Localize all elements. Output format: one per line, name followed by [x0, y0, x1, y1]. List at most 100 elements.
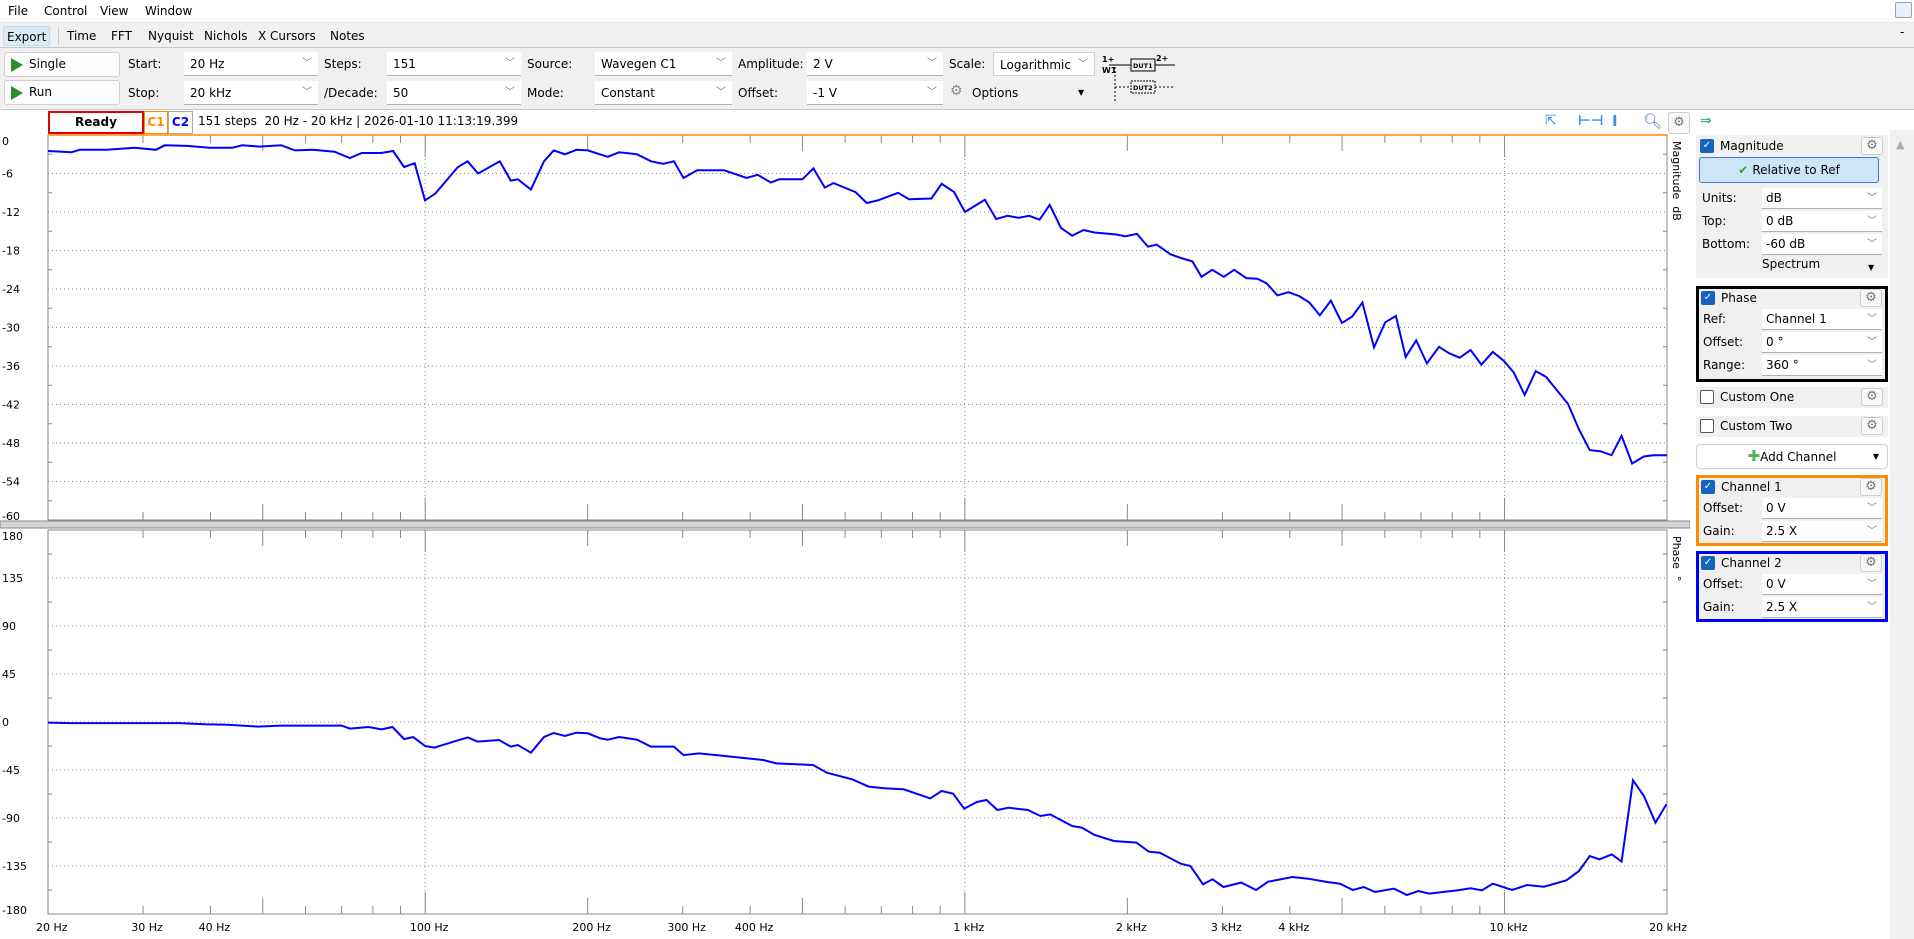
ref-label: Ref:	[1703, 312, 1727, 326]
channel1-toggle[interactable]: C1	[144, 111, 168, 134]
tab-fft[interactable]: FFT	[111, 29, 132, 43]
restore-window-icon[interactable]	[1895, 2, 1912, 18]
x-tick-label: 300 Hz	[667, 921, 706, 934]
zoom-icon[interactable]: 🔍︎	[1643, 112, 1663, 130]
gear-icon[interactable]: ⚙	[1861, 417, 1883, 435]
ref-dropdown[interactable]: Channel 1 ﹀	[1762, 309, 1882, 330]
channel2-gain-dropdown[interactable]: 2.5 X ﹀	[1762, 597, 1882, 618]
menu-control[interactable]: Control	[44, 4, 88, 18]
channel-panel: ⇒ ✓ Magnitude ⚙ ✔ Relative to Ref Units:…	[1690, 110, 1890, 939]
channel2-offset-dropdown[interactable]: 0 V ﹀	[1762, 574, 1882, 595]
bode-plot-area[interactable]: 0 -6 -12 -18 -24 -30 -36 -42 -48 -54 -60 Magnitude …	[0, 130, 1690, 939]
custom-one-checkbox[interactable]	[1700, 390, 1714, 404]
tab-nichols[interactable]: Nichols	[204, 29, 248, 43]
phase-y-tick-label: -135	[2, 860, 27, 873]
x-tick-label: 2 kHz	[1116, 921, 1147, 934]
plus-icon: ✚	[1747, 447, 1761, 465]
gear-icon[interactable]: ⚙	[1860, 554, 1882, 572]
phase-offset-dropdown[interactable]: 0 ° ﹀	[1762, 332, 1882, 353]
bottom-dropdown[interactable]: -60 dB ﹀	[1762, 234, 1882, 255]
stop-label: Stop:	[128, 86, 160, 100]
magnitude-trace	[47, 144, 1667, 465]
tab-notes[interactable]: Notes	[330, 29, 365, 43]
top-dropdown[interactable]: 0 dB ﹀	[1762, 211, 1882, 232]
channel2-section: ✓ Channel 2 ⚙ Offset: 0 V ﹀ Gain: 2.5 X ﹀	[1696, 551, 1888, 622]
channel1-offset-value: 0 V	[1766, 501, 1786, 515]
magnitude-y-tick-label: -30	[2, 322, 20, 335]
status-bar: Ready C1 C2 151 steps 20 Hz - 20 kHz | 2…	[0, 110, 1690, 135]
gear-icon[interactable]: ⚙	[950, 83, 963, 99]
menu-file[interactable]: File	[8, 4, 29, 18]
start-dropdown[interactable]: 20 Hz ﹀	[184, 52, 318, 76]
phase-y-tick-label: -45	[2, 764, 20, 777]
tab-x-cursors[interactable]: X Cursors	[258, 29, 316, 43]
phase-y-tick-label: 135	[2, 572, 23, 585]
plot-splitter	[0, 520, 1690, 529]
gear-icon[interactable]: ⚙	[1860, 478, 1882, 496]
single-button[interactable]: Single	[4, 52, 120, 77]
tab-time[interactable]: Time	[67, 29, 97, 43]
steps-dropdown[interactable]: 151 ﹀	[387, 52, 521, 76]
channel1-gain-value: 2.5 X	[1766, 524, 1798, 538]
range-dropdown[interactable]: 360 ° ﹀	[1762, 355, 1882, 376]
options-button[interactable]: Options	[972, 86, 1019, 100]
gear-icon[interactable]: ⚙	[1861, 137, 1883, 155]
dropdown-arrow-icon[interactable]: ▼	[1868, 263, 1875, 272]
start-label: Start:	[128, 57, 162, 71]
panel-scrollbar[interactable]: ▲	[1890, 130, 1914, 939]
scroll-up-icon[interactable]: ▲	[1896, 138, 1905, 151]
mode-label: Mode:	[527, 86, 564, 100]
bottom-label: Bottom:	[1702, 237, 1751, 251]
units-dropdown[interactable]: dB ﹀	[1762, 188, 1882, 209]
magnitude-label: Magnitude	[1720, 139, 1784, 153]
channel2-checkbox[interactable]: ✓	[1701, 556, 1715, 570]
scale-label: Scale:	[949, 57, 986, 71]
scale-dropdown[interactable]: Logarithmic ﹀	[993, 52, 1095, 76]
dropdown-arrow-icon[interactable]: ▼	[1078, 88, 1085, 97]
stop-value: 20 kHz	[190, 86, 232, 100]
chevron-down-icon: ﹀	[505, 87, 515, 98]
channel1-gain-label: Gain:	[1703, 524, 1735, 538]
phase-checkbox[interactable]: ✓	[1701, 291, 1715, 305]
spectrum-button[interactable]: Spectrum	[1762, 257, 1821, 271]
run-button[interactable]: Run	[4, 80, 120, 105]
x-tick-label: 10 kHz	[1490, 921, 1528, 934]
collapse-button[interactable]: -	[1900, 25, 1905, 39]
magnitude-y-tick-label: -24	[2, 283, 20, 296]
gear-icon[interactable]: ⚙	[1860, 289, 1882, 307]
source-dropdown[interactable]: Wavegen C1 ﹀	[595, 52, 732, 76]
channel2-offset-label: Offset:	[1703, 577, 1744, 591]
channel1-checkbox[interactable]: ✓	[1701, 480, 1715, 494]
source-value: Wavegen C1	[601, 57, 677, 71]
amplitude-dropdown[interactable]: 2 V ﹀	[807, 52, 943, 76]
status-badge: Ready	[48, 111, 144, 134]
arrow-right-icon[interactable]: ⇒	[1700, 113, 1712, 129]
tab-export[interactable]: Export	[3, 26, 51, 46]
chevron-down-icon: ﹀	[302, 58, 312, 69]
offset-dropdown[interactable]: -1 V ﹀	[807, 81, 943, 105]
plot-settings-gear-icon[interactable]: ⚙	[1668, 112, 1690, 134]
cursor-tool-icon[interactable]: ⇱	[1545, 113, 1557, 129]
add-channel-button[interactable]: ✚Add Channel ▼	[1696, 444, 1888, 469]
units-label: Units:	[1702, 191, 1737, 205]
chevron-down-icon: ﹀	[1867, 314, 1877, 325]
channel1-offset-dropdown[interactable]: 0 V ﹀	[1762, 498, 1882, 519]
chevron-down-icon: ﹀	[716, 87, 726, 98]
custom-two-checkbox[interactable]	[1700, 419, 1714, 433]
horizontal-measure-icon[interactable]: ⊢⊣	[1578, 113, 1604, 129]
channel2-toggle[interactable]: C2	[168, 111, 193, 134]
relative-to-ref-button[interactable]: ✔ Relative to Ref	[1699, 157, 1879, 183]
start-value: 20 Hz	[190, 57, 225, 71]
steps-value: 151	[393, 57, 416, 71]
menu-view[interactable]: View	[100, 4, 129, 18]
phase-offset-value: 0 °	[1766, 335, 1784, 349]
mode-dropdown[interactable]: Constant ﹀	[595, 81, 732, 105]
magnitude-checkbox[interactable]: ✓	[1700, 139, 1714, 153]
menu-window[interactable]: Window	[145, 4, 193, 18]
decade-dropdown[interactable]: 50 ﹀	[387, 81, 521, 105]
vertical-measure-icon[interactable]: I	[1612, 112, 1618, 130]
stop-dropdown[interactable]: 20 kHz ﹀	[184, 81, 318, 105]
channel1-gain-dropdown[interactable]: 2.5 X ﹀	[1762, 521, 1882, 542]
gear-icon[interactable]: ⚙	[1861, 388, 1883, 406]
tab-nyquist[interactable]: Nyquist	[148, 29, 194, 43]
